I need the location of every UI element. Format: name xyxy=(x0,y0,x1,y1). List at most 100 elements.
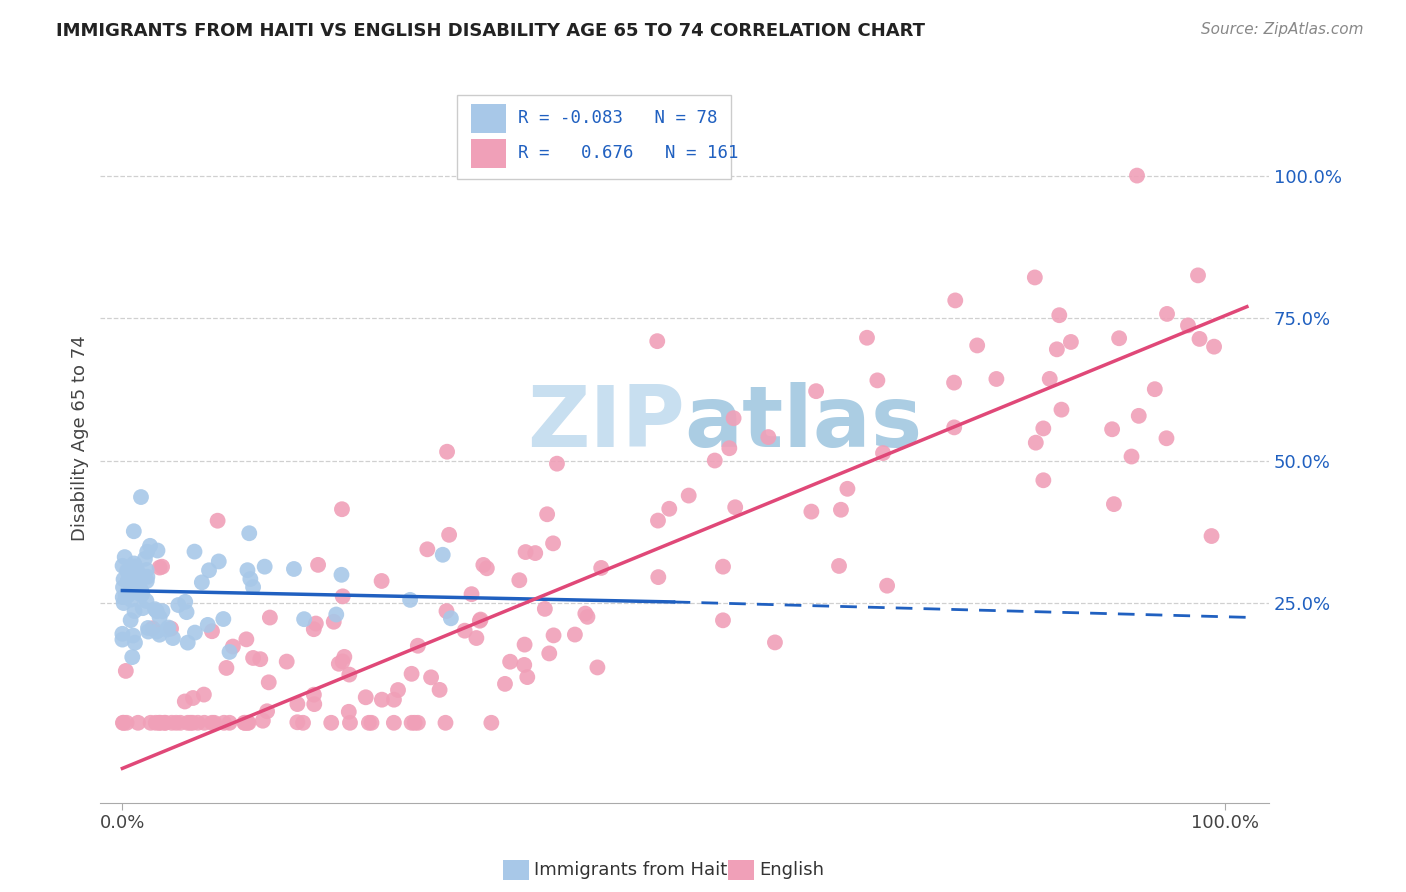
Point xyxy=(943,293,966,308)
Point xyxy=(181,691,204,706)
Point xyxy=(1108,331,1130,345)
Point xyxy=(212,612,235,626)
Point xyxy=(283,562,305,576)
Text: English: English xyxy=(759,861,824,879)
Point xyxy=(711,613,734,627)
Text: Immigrants from Haiti: Immigrants from Haiti xyxy=(534,861,733,879)
Point xyxy=(121,650,143,665)
Point xyxy=(763,635,786,649)
Point xyxy=(117,589,139,603)
Point xyxy=(193,715,215,730)
Point xyxy=(440,611,463,625)
Point xyxy=(179,715,201,730)
Point xyxy=(249,652,271,666)
Point xyxy=(305,616,328,631)
Point xyxy=(499,655,522,669)
Point xyxy=(591,561,613,575)
Point xyxy=(134,552,156,566)
Point xyxy=(238,526,260,541)
Point xyxy=(546,457,568,471)
Point xyxy=(866,373,889,387)
Point xyxy=(943,376,966,390)
Point xyxy=(135,574,157,588)
Point xyxy=(114,664,136,678)
Point xyxy=(460,587,482,601)
Point xyxy=(543,628,565,642)
Point xyxy=(120,592,142,607)
Point xyxy=(332,590,354,604)
Point xyxy=(287,697,309,711)
Point xyxy=(828,558,851,573)
Point xyxy=(136,621,159,635)
Point xyxy=(436,604,458,618)
Point xyxy=(124,604,146,618)
Point xyxy=(233,715,256,730)
Point xyxy=(212,715,235,730)
Point xyxy=(114,589,136,603)
Point xyxy=(149,715,172,730)
Point xyxy=(155,715,177,730)
Point xyxy=(242,651,264,665)
Point xyxy=(513,657,536,672)
Point xyxy=(1047,308,1070,322)
Point xyxy=(304,697,326,711)
Point xyxy=(257,675,280,690)
Point xyxy=(406,639,429,653)
Bar xyxy=(471,138,506,168)
Point xyxy=(508,573,530,587)
Point xyxy=(128,582,150,596)
Point xyxy=(201,624,224,639)
Point xyxy=(233,715,256,730)
Point xyxy=(658,501,681,516)
Point xyxy=(111,558,134,573)
Point xyxy=(177,715,200,730)
Point xyxy=(127,579,149,593)
Point xyxy=(1128,409,1150,423)
Point xyxy=(302,622,325,636)
Point xyxy=(201,715,224,730)
Point xyxy=(538,647,561,661)
Point xyxy=(125,585,148,599)
Point xyxy=(1156,431,1178,445)
Point xyxy=(127,715,149,730)
Point xyxy=(515,545,537,559)
Point xyxy=(406,715,429,730)
Point xyxy=(307,558,329,572)
Point xyxy=(837,482,859,496)
Point xyxy=(876,579,898,593)
Point xyxy=(177,635,200,649)
Point xyxy=(1156,307,1178,321)
Point xyxy=(436,444,458,458)
Point xyxy=(239,572,262,586)
Point xyxy=(330,502,353,516)
Point xyxy=(468,614,491,628)
Point xyxy=(183,544,205,558)
Point xyxy=(1032,473,1054,487)
Point xyxy=(131,587,153,601)
Point xyxy=(124,636,146,650)
Point xyxy=(115,715,138,730)
Point xyxy=(215,661,238,675)
Point xyxy=(1039,372,1062,386)
Point xyxy=(322,615,344,629)
Point xyxy=(111,627,134,641)
Point xyxy=(129,582,152,597)
Point xyxy=(153,715,176,730)
Point xyxy=(1046,343,1069,357)
Point xyxy=(475,561,498,575)
Point xyxy=(176,605,198,619)
Point xyxy=(800,505,823,519)
Point xyxy=(121,563,143,577)
Point xyxy=(198,563,221,577)
Point xyxy=(124,559,146,574)
Point xyxy=(1121,450,1143,464)
Point xyxy=(111,632,134,647)
Point xyxy=(1202,340,1225,354)
Point xyxy=(332,655,354,669)
Point xyxy=(149,560,172,574)
Point xyxy=(117,574,139,588)
Point xyxy=(181,715,204,730)
Point xyxy=(513,638,536,652)
Point xyxy=(145,715,167,730)
Point xyxy=(112,572,135,586)
